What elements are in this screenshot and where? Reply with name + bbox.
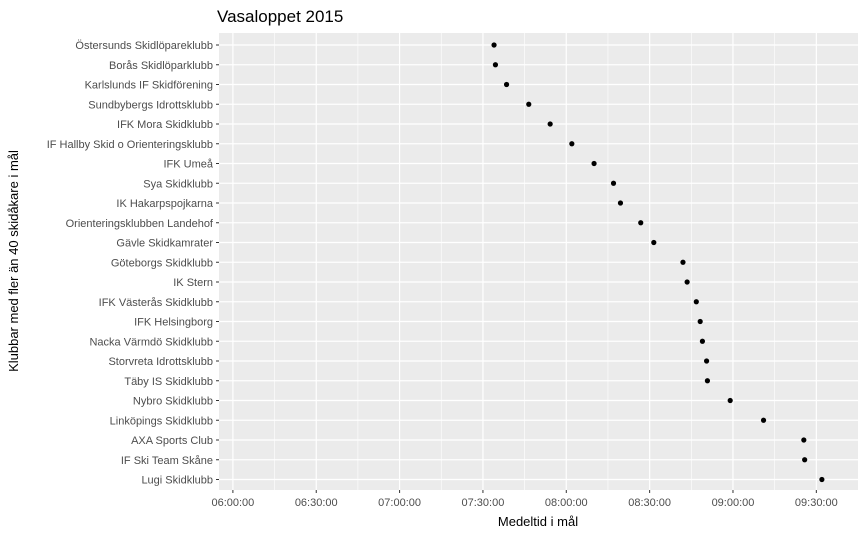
y-tick-label: Karlslunds IF Skidförening <box>85 80 213 92</box>
data-point <box>503 81 510 88</box>
x-tick-label: 06:30:00 <box>295 497 338 509</box>
y-tick-label: Orienteringsklubben Landehof <box>66 218 214 230</box>
data-point <box>819 476 825 483</box>
x-tick-label: 09:30:00 <box>795 497 838 509</box>
y-tick-label: IFK Mora Skidklubb <box>117 119 213 131</box>
data-point <box>591 160 597 167</box>
x-tick-label: 06:00:00 <box>211 497 254 509</box>
x-tick-label: 09:00:00 <box>712 497 755 509</box>
y-tick-label: Gävle Skidkamrater <box>116 238 213 250</box>
y-axis-tick-labels: Östersunds Skidlöpareklubb Borås Skidlöpa… <box>47 40 219 487</box>
y-tick-label: Borås Skidlöparklubb <box>109 60 213 72</box>
data-point <box>693 299 699 305</box>
y-tick-label: Sundbybergs Idrottsklubb <box>88 99 213 111</box>
data-point <box>760 417 767 423</box>
y-tick-label: IK Hakarpspojkarna <box>116 198 213 210</box>
x-tick-label: 07:00:00 <box>378 497 421 509</box>
data-point <box>684 279 690 285</box>
data-point <box>697 318 703 325</box>
y-tick-label: Nacka Värmdö Skidklubb <box>89 336 213 348</box>
y-tick-label: Täby IS Skidklubb <box>124 376 213 388</box>
y-tick-label: IF Hallby Skid o Orienteringsklubb <box>47 139 213 151</box>
data-point <box>547 121 553 127</box>
data-point <box>801 437 807 443</box>
y-tick-label: Östersunds Skidlöpareklubb <box>75 40 213 52</box>
data-point <box>610 180 617 186</box>
data-point <box>492 62 499 68</box>
y-tick-label: IFK Umeå <box>163 159 213 171</box>
data-point <box>526 101 532 107</box>
data-point <box>704 378 711 384</box>
y-tick-label: Linköpings Skidklubb <box>110 415 213 427</box>
data-point <box>491 42 497 48</box>
data-point <box>680 259 686 265</box>
data-points <box>491 42 825 483</box>
plot-panel <box>219 33 858 490</box>
grid-lines <box>219 33 858 490</box>
y-tick-label: IF Ski Team Skåne <box>121 455 213 467</box>
data-point <box>699 338 706 344</box>
y-tick-label: IFK Västerås Skidklubb <box>99 297 213 309</box>
x-axis-title: Medeltid i mål <box>498 514 578 529</box>
data-point <box>569 141 575 147</box>
y-tick-label: AXA Sports Club <box>131 435 213 447</box>
x-tick-label: 07:30:00 <box>462 497 505 509</box>
y-axis-title: Klubbar med fler än 40 skidåkare i mål <box>6 150 21 372</box>
x-tick-label: 08:30:00 <box>628 497 671 509</box>
x-tick-label: 08:00:00 <box>545 497 588 509</box>
y-tick-label: Lugi Skidklubb <box>141 475 213 487</box>
y-tick-label: Göteborgs Skidklubb <box>111 257 213 269</box>
data-point <box>703 358 710 364</box>
data-point <box>727 397 733 404</box>
data-point <box>638 220 644 226</box>
y-tick-label: IK Stern <box>173 277 213 289</box>
chart-title: Vasaloppet 2015 <box>217 7 343 26</box>
y-tick-label: IFK Helsingborg <box>134 317 213 329</box>
data-point <box>617 200 624 206</box>
y-tick-label: Storvreta Idrottsklubb <box>108 356 213 368</box>
y-tick-label: Nybro Skidklubb <box>133 396 213 408</box>
data-point <box>802 457 808 463</box>
x-axis-tick-labels: 06:00:00 06:30:00 07:00:00 07:30:00 08:00:00… <box>211 490 838 509</box>
data-point <box>651 239 657 246</box>
y-tick-label: Sya Skidklubb <box>143 178 213 190</box>
